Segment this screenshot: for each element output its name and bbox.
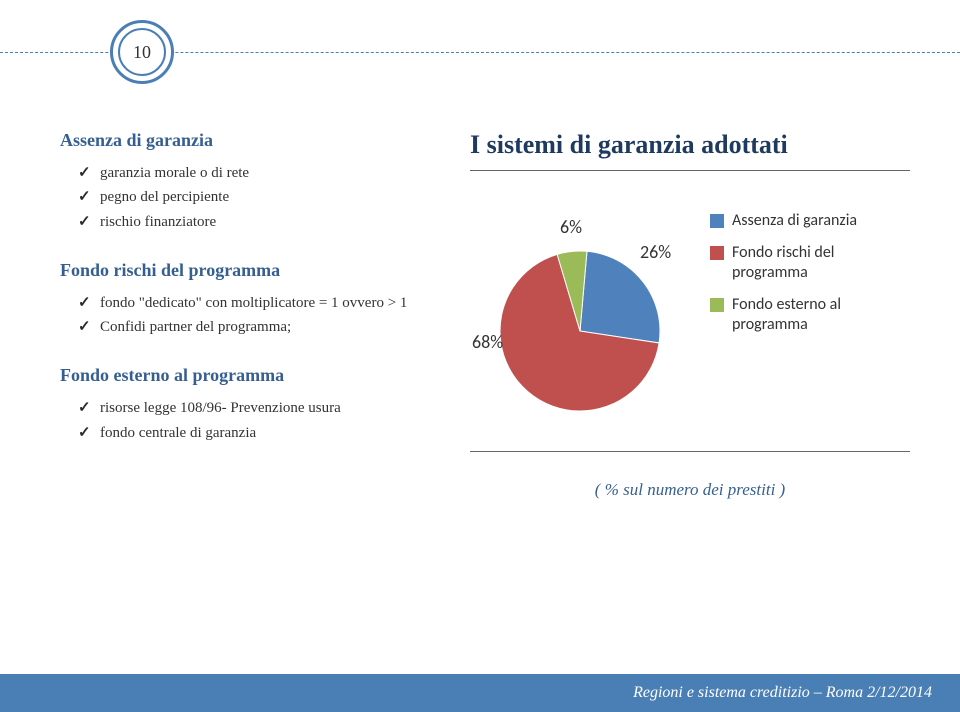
chart-wrap: 26% 68% 6% Assenza di garanzia Fondo ris…: [470, 211, 910, 421]
bottom-rule: [470, 451, 910, 452]
section3-title: Fondo esterno al programma: [60, 365, 440, 386]
section3-list: risorse legge 108/96- Prevenzione usura …: [60, 398, 440, 443]
chart-label-2: 6%: [560, 216, 582, 238]
section2-title: Fondo rischi del programma: [60, 260, 440, 281]
list-item: fondo "dedicato" con moltiplicatore = 1 …: [78, 293, 440, 313]
caption: ( % sul numero dei prestiti ): [470, 480, 910, 500]
legend-item: Fondo rischi del programma: [710, 243, 910, 283]
list-item: fondo centrale di garanzia: [78, 423, 440, 443]
chart-label-0: 26%: [640, 241, 671, 263]
page-badge: 10: [110, 20, 174, 84]
footer: Regioni e sistema creditizio – Roma 2/12…: [0, 674, 960, 712]
legend-swatch: [710, 246, 724, 260]
section2-list: fondo "dedicato" con moltiplicatore = 1 …: [60, 293, 440, 338]
legend-label: Fondo esterno al programma: [732, 295, 910, 335]
list-item: pegno del percipiente: [78, 187, 440, 207]
legend: Assenza di garanzia Fondo rischi del pro…: [710, 211, 910, 347]
right-column: I sistemi di garanzia adottati 26% 68% 6…: [470, 130, 910, 500]
list-item: risorse legge 108/96- Prevenzione usura: [78, 398, 440, 418]
legend-swatch: [710, 214, 724, 228]
main-title: I sistemi di garanzia adottati: [470, 130, 910, 160]
list-item: Confidi partner del programma;: [78, 317, 440, 337]
title-rule: [470, 170, 910, 171]
left-column: Assenza di garanzia garanzia morale o di…: [60, 130, 440, 471]
page-number: 10: [118, 28, 166, 76]
section1-title: Assenza di garanzia: [60, 130, 440, 151]
legend-label: Fondo rischi del programma: [732, 243, 910, 283]
legend-label: Assenza di garanzia: [732, 211, 857, 231]
list-item: garanzia morale o di rete: [78, 163, 440, 183]
legend-swatch: [710, 298, 724, 312]
legend-item: Assenza di garanzia: [710, 211, 910, 231]
footer-text: Regioni e sistema creditizio – Roma 2/12…: [633, 684, 932, 701]
section1-list: garanzia morale o di rete pegno del perc…: [60, 163, 440, 232]
pie-chart: 26% 68% 6%: [470, 211, 690, 421]
legend-item: Fondo esterno al programma: [710, 295, 910, 335]
list-item: rischio finanziatore: [78, 212, 440, 232]
chart-label-1: 68%: [472, 331, 503, 353]
